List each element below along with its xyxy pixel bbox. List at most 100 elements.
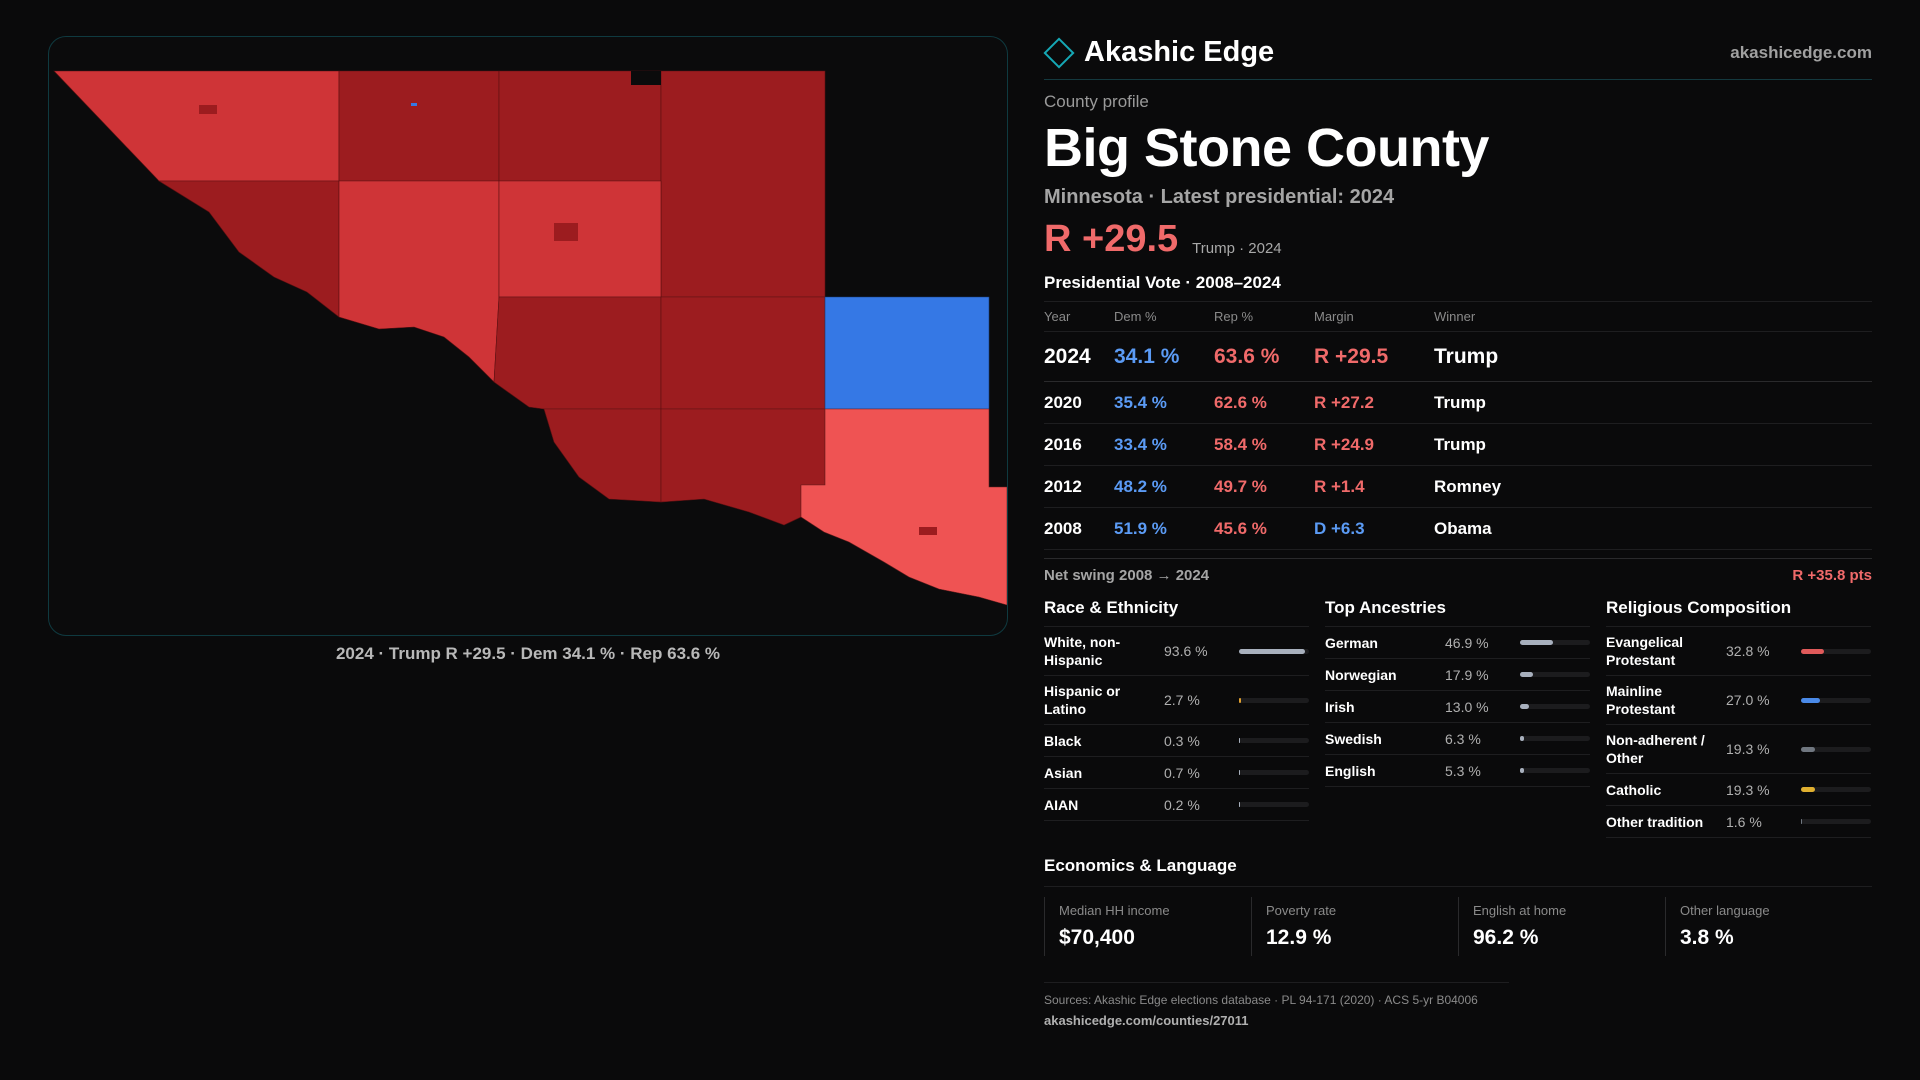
header-year: Year: [1044, 301, 1114, 332]
brand[interactable]: Akashic Edge: [1043, 36, 1274, 69]
precinct-c1[interactable]: [338, 180, 500, 383]
econ-value: $70,400: [1059, 926, 1135, 949]
precinct-w[interactable]: [157, 180, 340, 318]
cell-margin: R +29.5: [1314, 331, 1434, 382]
ancestry-section: Top Ancestries German 46.9 % Norwegian 17.9…: [1325, 598, 1590, 838]
cell-winner: Romney: [1434, 465, 1872, 508]
stat-value: 5.3 %: [1445, 762, 1481, 779]
precinct-s1[interactable]: [543, 408, 662, 503]
stat-bar-fill: [1520, 768, 1524, 773]
county-map[interactable]: [48, 36, 1008, 636]
stat-value: 1.6 %: [1726, 813, 1762, 830]
table-row: 2012 48.2 % 49.7 % R +1.4 Romney: [1044, 465, 1872, 508]
ancestry-title: Top Ancestries: [1325, 598, 1590, 627]
stat-row: Norwegian 17.9 %: [1325, 659, 1590, 691]
stat-bar-fill: [1801, 697, 1820, 703]
religion-list: Evangelical Protestant 32.8 % Mainline Pro…: [1606, 627, 1871, 838]
religion-title: Religious Composition: [1606, 598, 1871, 627]
stat-value: 93.6 %: [1164, 643, 1208, 659]
stat-row: Other tradition 1.6 %: [1606, 806, 1871, 838]
headline-margin: R +29.5 Trump · 2024: [1044, 219, 1872, 259]
stat-bar-track: [1520, 704, 1590, 709]
stat-bar-track: [1239, 697, 1309, 703]
stat-value: 0.3 %: [1164, 732, 1200, 749]
econ-value: 96.2 %: [1473, 926, 1539, 949]
precinct-s2[interactable]: [660, 408, 826, 526]
stat-row: AIAN 0.2 %: [1044, 789, 1309, 821]
stat-label: White, non-Hispanic: [1044, 634, 1121, 668]
econ-card-english: English at home 96.2 %: [1458, 897, 1665, 956]
stat-value: 46.9 %: [1445, 634, 1489, 651]
cell-rep: 63.6 %: [1214, 331, 1314, 382]
footer-url-link[interactable]: akashicedge.com/counties/27011: [1044, 1013, 1249, 1028]
stat-bar-fill: [1239, 697, 1241, 703]
precinct-n2[interactable]: [498, 70, 662, 182]
stat-row: Swedish 6.3 %: [1325, 723, 1590, 755]
stat-value: 19.3 %: [1726, 741, 1770, 757]
econ-card-poverty: Poverty rate 12.9 %: [1251, 897, 1458, 956]
econ-label: Other language: [1680, 903, 1770, 918]
brand-header: Akashic Edge akashicedge.com: [1043, 36, 1872, 80]
header-dem: Dem %: [1114, 301, 1214, 332]
table-row: 2024 34.1 % 63.6 % R +29.5 Trump: [1044, 331, 1872, 382]
table-row: 2016 33.4 % 58.4 % R +24.9 Trump: [1044, 423, 1872, 466]
precinct-c3[interactable]: [493, 296, 662, 410]
table-row: 2008 51.9 % 45.6 % D +6.3 Obama: [1044, 507, 1872, 550]
precinct-c2[interactable]: [498, 180, 662, 298]
cell-rep: 62.6 %: [1214, 381, 1314, 424]
cell-year: 2024: [1044, 331, 1114, 382]
stat-bar-track: [1239, 770, 1309, 775]
swing-value: R +35.8 pts: [1792, 567, 1872, 584]
header-winner: Winner: [1434, 301, 1872, 332]
stat-value: 0.2 %: [1164, 796, 1200, 813]
header-margin: Margin: [1314, 301, 1434, 332]
profile-panel: Akashic Edge akashicedge.com County prof…: [1043, 36, 1872, 1028]
precinct-n3[interactable]: [660, 70, 826, 298]
cell-margin: D +6.3: [1314, 507, 1434, 550]
precinct-n1[interactable]: [338, 70, 500, 182]
stat-row: Catholic 19.3 %: [1606, 774, 1871, 806]
table-header-row: Year Dem % Rep % Margin Winner: [1044, 301, 1872, 332]
diamond-logo-icon: [1043, 36, 1075, 69]
economics-title: Economics & Language: [1044, 856, 1872, 887]
stat-label: Non-adherent / Other: [1606, 732, 1705, 766]
profile-label: County profile: [1044, 92, 1149, 111]
precinct-map-svg: [53, 70, 1007, 606]
stat-row: Irish 13.0 %: [1325, 691, 1590, 723]
race-title: Race & Ethnicity: [1044, 598, 1309, 627]
cell-rep: 49.7 %: [1214, 465, 1314, 508]
cell-rep: 45.6 %: [1214, 507, 1314, 550]
enclave-1: [199, 105, 217, 114]
cell-winner: Trump: [1434, 423, 1872, 466]
stat-label: Other tradition: [1606, 813, 1704, 830]
stat-value: 17.9 %: [1445, 666, 1489, 683]
stat-label: AIAN: [1044, 796, 1079, 813]
stat-bar-fill: [1239, 648, 1305, 654]
stat-bar-track: [1801, 746, 1871, 752]
stat-bar-track: [1520, 736, 1590, 741]
econ-value: 12.9 %: [1266, 926, 1332, 949]
swing-label: Net swing 2008 → 2024: [1044, 567, 1210, 584]
stat-bar-track: [1239, 738, 1309, 743]
stat-bar-track: [1801, 648, 1871, 654]
stat-row: Asian 0.7 %: [1044, 757, 1309, 789]
precinct-east-dem[interactable]: [824, 296, 990, 410]
stat-label: Norwegian: [1325, 666, 1397, 683]
stat-bar-fill: [1239, 770, 1241, 775]
stat-row: German 46.9 %: [1325, 627, 1590, 659]
stat-label: Hispanic or Latino: [1044, 683, 1121, 717]
econ-card-other-language: Other language 3.8 %: [1665, 897, 1872, 956]
table-row: 2020 35.4 % 62.6 % R +27.2 Trump: [1044, 381, 1872, 424]
stat-value: 2.7 %: [1164, 692, 1200, 708]
stat-bar-track: [1520, 672, 1590, 677]
stat-row: Non-adherent / Other 19.3 %: [1606, 725, 1871, 774]
brand-url-link[interactable]: akashicedge.com: [1730, 42, 1872, 62]
precinct-se[interactable]: [800, 408, 1007, 606]
precinct-c4[interactable]: [660, 296, 826, 410]
stat-label: Black: [1044, 732, 1082, 749]
stat-label: Swedish: [1325, 730, 1382, 747]
enclave-3: [554, 223, 578, 241]
precinct-nw[interactable]: [53, 70, 340, 182]
religion-section: Religious Composition Evangelical Protes…: [1606, 598, 1871, 838]
stat-label: Evangelical Protestant: [1606, 634, 1684, 668]
